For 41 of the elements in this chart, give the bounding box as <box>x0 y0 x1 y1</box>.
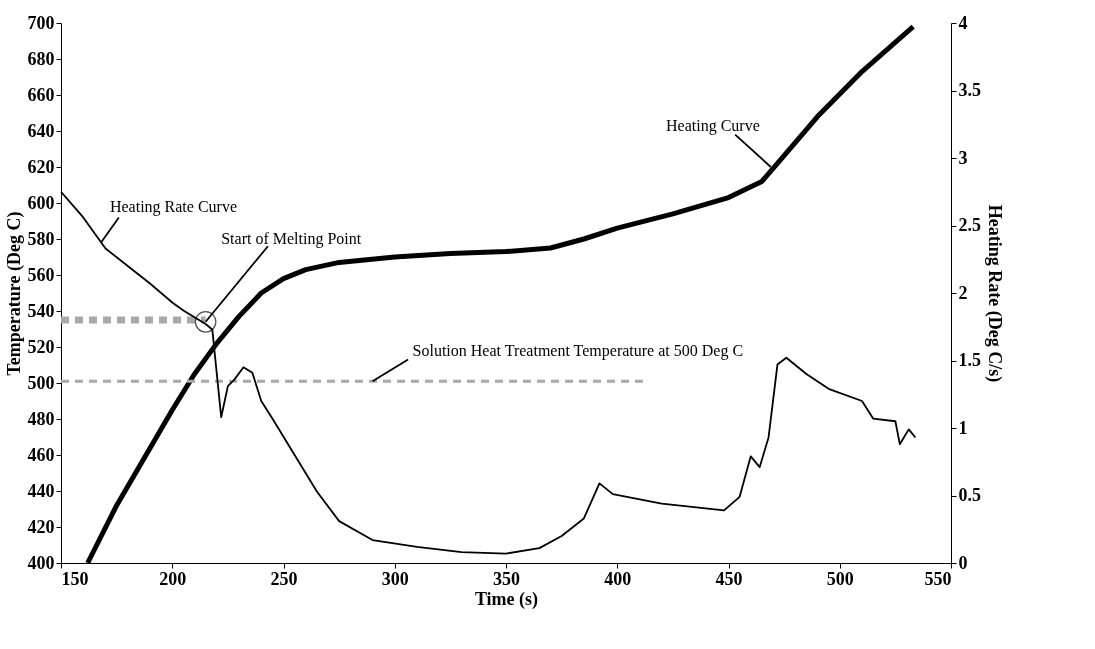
y2-tick-label: 2.5 <box>958 215 981 235</box>
x-tick-label: 250 <box>270 568 298 589</box>
x-axis-title: Time (s) <box>474 588 539 610</box>
y-tick-label: 540 <box>27 300 55 321</box>
y-tick-label: 580 <box>27 228 55 249</box>
annotation: Start of Melting Point <box>221 230 362 248</box>
y-tick-label: 480 <box>27 408 55 429</box>
annotation: Solution Heat Treatment Temperature at 500 Deg C <box>412 341 744 360</box>
y2-tick-label: 0 <box>958 552 968 573</box>
y-tick-label: 600 <box>27 192 55 213</box>
annotation: Heating Curve <box>666 116 760 135</box>
y-tick-label: 520 <box>27 336 55 357</box>
y-tick-label: 440 <box>27 480 55 501</box>
x-tick-label: 450 <box>715 568 743 589</box>
y-tick-label: 700 <box>27 12 55 33</box>
y-tick-label: 560 <box>27 264 55 285</box>
x-tick-label: 200 <box>159 568 187 589</box>
x-tick-label: 500 <box>826 568 854 589</box>
y-tick-label: 420 <box>27 516 55 537</box>
x-tick-label: 350 <box>493 568 520 589</box>
y-tick-label: 500 <box>27 372 55 393</box>
y2-tick-label: 1 <box>958 417 968 438</box>
y-tick-label: 640 <box>27 120 55 141</box>
y-tick-label: 400 <box>27 552 55 573</box>
x-tick-label: 150 <box>61 568 89 589</box>
x-tick-label: 300 <box>381 568 409 589</box>
y-tick-label: 460 <box>27 444 55 465</box>
y2-tick-label: 2 <box>958 282 968 303</box>
y2-tick-label: 1.5 <box>958 350 981 370</box>
x-tick-label: 550 <box>924 568 952 589</box>
y2-tick-label: 3 <box>958 147 968 168</box>
y2-axis-title: Heating Rate (Deg C/s) <box>984 204 1005 383</box>
annotation: Heating Rate Curve <box>109 197 238 216</box>
y-tick-label: 680 <box>27 48 55 69</box>
y2-tick-label: 0.5 <box>958 485 981 505</box>
y-tick-label: 660 <box>27 84 55 105</box>
y-axis-title: Temperature (Deg C) <box>3 211 25 376</box>
y2-tick-label: 4 <box>958 12 968 33</box>
y2-tick-label: 3.5 <box>958 80 981 100</box>
x-tick-label: 400 <box>604 568 632 589</box>
y-tick-label: 620 <box>27 156 55 177</box>
